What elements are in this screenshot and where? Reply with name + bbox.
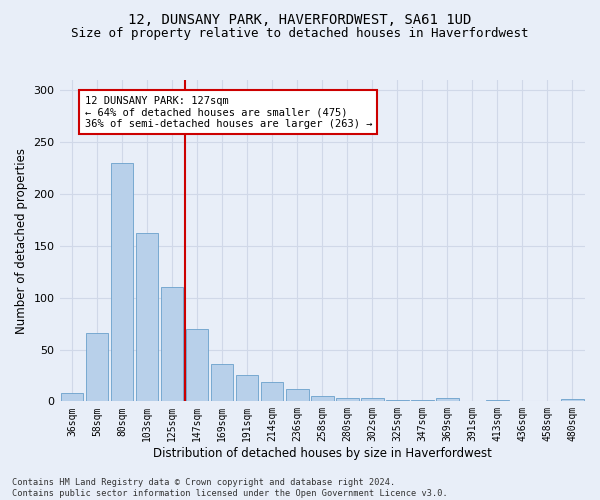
Y-axis label: Number of detached properties: Number of detached properties <box>15 148 28 334</box>
Bar <box>361 398 383 402</box>
Text: 12 DUNSANY PARK: 127sqm
← 64% of detached houses are smaller (475)
36% of semi-d: 12 DUNSANY PARK: 127sqm ← 64% of detache… <box>85 96 372 128</box>
Bar <box>136 234 158 402</box>
Bar <box>236 376 259 402</box>
Text: Contains HM Land Registry data © Crown copyright and database right 2024.
Contai: Contains HM Land Registry data © Crown c… <box>12 478 448 498</box>
Bar <box>311 396 334 402</box>
Bar <box>436 398 458 402</box>
Bar <box>161 288 184 402</box>
X-axis label: Distribution of detached houses by size in Haverfordwest: Distribution of detached houses by size … <box>153 447 492 460</box>
Bar <box>486 400 509 402</box>
Bar <box>86 333 109 402</box>
Bar <box>261 382 283 402</box>
Bar <box>386 400 409 402</box>
Bar <box>186 329 208 402</box>
Text: 12, DUNSANY PARK, HAVERFORDWEST, SA61 1UD: 12, DUNSANY PARK, HAVERFORDWEST, SA61 1U… <box>128 12 472 26</box>
Text: Size of property relative to detached houses in Haverfordwest: Size of property relative to detached ho… <box>71 28 529 40</box>
Bar <box>336 398 359 402</box>
Bar <box>111 163 133 402</box>
Bar <box>561 400 584 402</box>
Bar <box>61 393 83 402</box>
Bar <box>211 364 233 402</box>
Bar <box>411 400 434 402</box>
Bar <box>286 389 308 402</box>
